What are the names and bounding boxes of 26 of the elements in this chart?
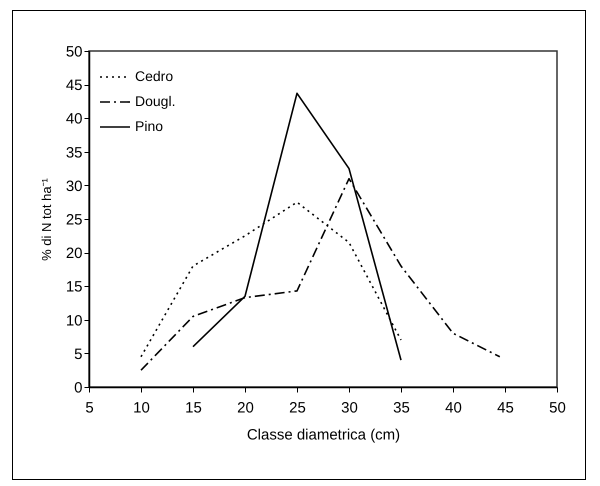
y-tick-label: 30 [66,178,82,195]
y-tick-label: 25 [66,212,82,228]
y-tick-label: 5 [74,346,82,363]
y-axis-title: % di N tot ha⁻¹ [38,177,54,261]
x-tick-label: 50 [549,400,566,416]
legend-label: Cedro [135,68,174,84]
y-tick-label: 20 [66,245,82,262]
y-tick-label: 15 [66,278,82,296]
legend-label: Dougl. [135,93,176,109]
x-tick-label: 45 [497,400,514,416]
x-tick-label: 5 [85,400,94,416]
x-tick-label: 25 [289,400,306,416]
y-tick-label: 0 [74,380,82,396]
y-tick-label: 45 [66,77,82,94]
y-tick-label: 40 [66,110,82,128]
y-tick-label: 35 [66,144,82,162]
x-axis-title: Classe diametrica (cm) [246,426,400,444]
x-tick-label: 15 [185,400,202,416]
x-tick-label: 20 [237,400,254,416]
x-tick-label: 35 [393,400,410,416]
x-tick-label: 30 [341,400,358,416]
y-tick-label: 10 [66,312,82,330]
x-tick-label: 40 [445,400,462,416]
x-tick-label: 10 [133,400,150,416]
legend-label: Pino [135,118,164,134]
y-tick-label: 50 [66,44,82,60]
